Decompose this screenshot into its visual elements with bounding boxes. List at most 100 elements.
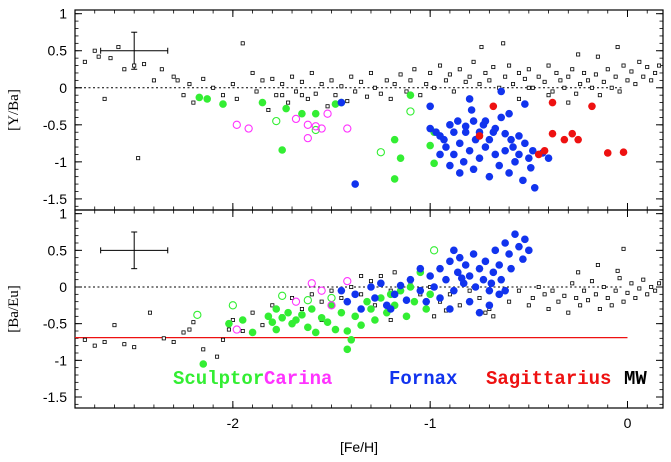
data-point — [343, 327, 352, 335]
data-point — [450, 128, 458, 137]
data-point — [450, 286, 458, 295]
series-sculptor — [195, 91, 438, 183]
data-point — [230, 82, 235, 87]
data-point — [240, 41, 245, 46]
data-point — [530, 85, 535, 90]
data-point — [461, 261, 470, 269]
data-point — [556, 299, 561, 304]
data-point — [479, 45, 484, 50]
data-point — [471, 283, 480, 291]
data-point — [250, 70, 255, 75]
data-point — [311, 125, 320, 135]
data-point — [372, 303, 377, 308]
data-point — [384, 78, 389, 83]
data-point — [469, 165, 478, 174]
data-point — [171, 339, 176, 344]
legend-item-fornax: Fornax — [389, 368, 457, 390]
data-point — [292, 316, 300, 324]
data-point — [479, 275, 488, 284]
x-tick-label: -2 — [227, 415, 240, 431]
data-point — [522, 76, 527, 81]
data-point — [359, 79, 364, 84]
data-point — [390, 175, 399, 183]
data-point — [487, 78, 492, 83]
data-point — [426, 272, 434, 280]
data-point — [562, 293, 567, 298]
data-point — [653, 70, 658, 75]
data-point — [122, 67, 127, 72]
data-point — [621, 299, 626, 304]
data-point — [481, 143, 490, 151]
data-point — [489, 268, 498, 277]
data-point — [430, 159, 438, 168]
data-point — [305, 96, 310, 101]
data-point — [542, 292, 547, 297]
data-point — [132, 63, 137, 68]
y-tick-label: 1 — [59, 206, 67, 222]
legend-item-carina: Carina — [264, 368, 332, 390]
data-point — [317, 286, 326, 295]
data-point — [609, 303, 614, 308]
data-point — [278, 314, 286, 322]
data-point — [349, 284, 354, 289]
data-point — [516, 96, 521, 101]
data-point — [491, 150, 500, 159]
data-point — [515, 132, 523, 140]
data-point — [410, 297, 419, 306]
series-mw — [82, 41, 662, 161]
data-point — [406, 275, 415, 284]
data-point — [349, 74, 354, 79]
data-point — [507, 135, 515, 144]
x-tick-label: 0 — [624, 415, 632, 431]
data-point — [442, 143, 450, 151]
data-point — [477, 82, 482, 87]
data-point — [516, 288, 521, 293]
data-point — [570, 281, 575, 286]
data-point — [463, 79, 468, 84]
data-point — [442, 275, 450, 284]
data-point — [270, 76, 275, 81]
data-point — [422, 305, 431, 313]
data-point — [92, 48, 97, 53]
data-point — [201, 76, 206, 81]
data-point — [601, 79, 606, 84]
data-point — [353, 89, 358, 94]
data-point — [272, 116, 281, 126]
data-point — [426, 124, 434, 133]
data-point — [108, 56, 113, 61]
data-point — [509, 143, 517, 151]
legend-item-sculptor: Sculptor — [173, 368, 264, 390]
data-point — [601, 284, 606, 289]
data-point — [337, 308, 346, 317]
data-point — [225, 319, 233, 328]
data-point — [536, 284, 541, 289]
data-point — [593, 72, 598, 77]
data-point — [333, 93, 338, 98]
data-point — [554, 70, 559, 75]
data-point — [521, 100, 529, 108]
data-point — [515, 242, 523, 251]
data-point — [550, 288, 555, 293]
data-point — [220, 93, 225, 98]
data-point — [562, 85, 567, 90]
data-point — [589, 279, 594, 284]
data-point — [603, 149, 612, 157]
data-point — [132, 345, 137, 350]
data-point — [461, 128, 470, 137]
data-point — [489, 102, 498, 111]
data-point — [447, 72, 452, 77]
data-point — [451, 89, 456, 94]
data-point — [426, 290, 434, 299]
data-point — [505, 169, 513, 177]
data-point — [299, 306, 304, 311]
data-point — [199, 360, 208, 368]
data-point — [521, 235, 529, 244]
data-point — [574, 295, 579, 300]
data-point — [234, 96, 239, 101]
data-point — [515, 150, 523, 159]
data-point — [171, 74, 176, 79]
data-point — [465, 272, 474, 280]
data-point — [219, 100, 227, 108]
data-point — [536, 74, 541, 79]
data-point — [588, 102, 596, 111]
